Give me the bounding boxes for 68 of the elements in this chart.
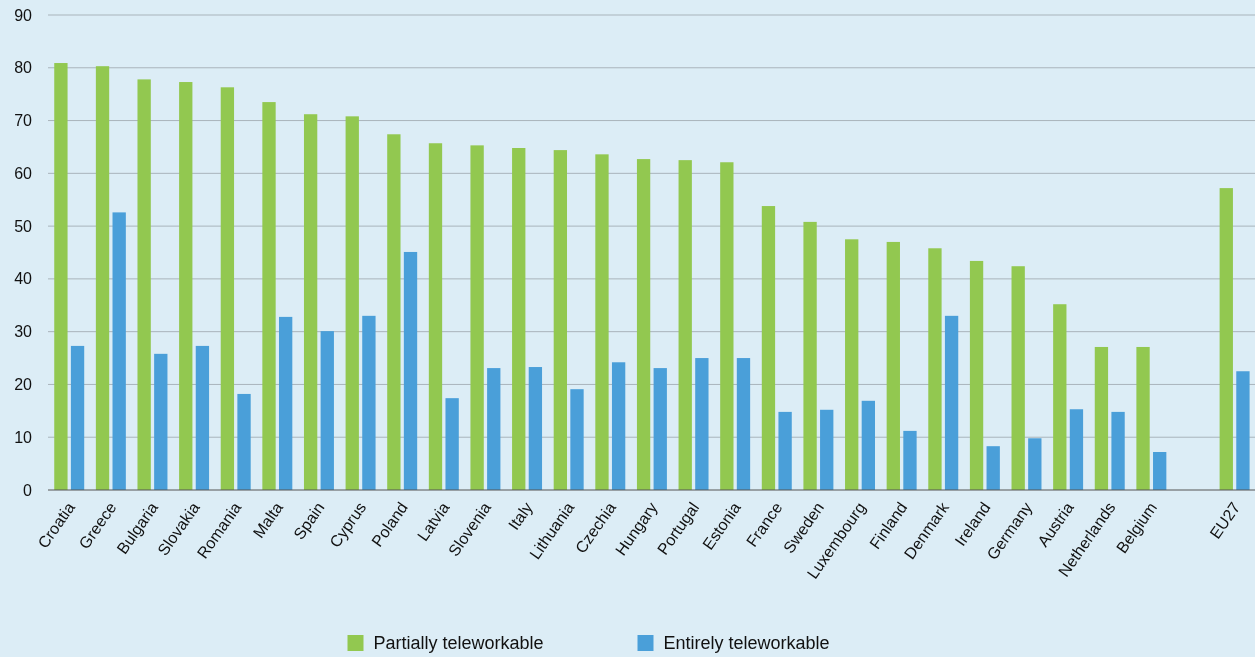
bar bbox=[1236, 371, 1250, 490]
bar bbox=[1219, 188, 1233, 490]
bar bbox=[803, 221, 817, 490]
bar bbox=[528, 367, 543, 490]
bar bbox=[653, 368, 667, 490]
bar bbox=[1153, 452, 1167, 490]
bar bbox=[820, 409, 834, 490]
bar bbox=[262, 102, 276, 490]
y-tick-label: 80 bbox=[14, 59, 33, 77]
bar bbox=[553, 150, 568, 490]
bar bbox=[636, 159, 651, 490]
bar bbox=[487, 368, 501, 490]
bar bbox=[778, 411, 792, 490]
bar bbox=[570, 389, 584, 490]
bar bbox=[112, 212, 126, 490]
bar bbox=[678, 160, 692, 490]
legend-label: Partially teleworkable bbox=[373, 633, 544, 654]
bar bbox=[195, 345, 210, 490]
y-tick-label: 90 bbox=[14, 6, 33, 24]
bar bbox=[1053, 304, 1067, 490]
y-tick-label: 30 bbox=[14, 323, 33, 341]
bar bbox=[1136, 346, 1150, 490]
bar bbox=[70, 345, 85, 490]
bar bbox=[237, 393, 251, 490]
bar bbox=[761, 206, 776, 490]
y-tick-label: 20 bbox=[14, 376, 33, 394]
bar bbox=[928, 248, 942, 490]
bar bbox=[1094, 346, 1109, 490]
bar bbox=[428, 143, 443, 490]
bar bbox=[969, 260, 984, 490]
bar bbox=[512, 148, 526, 490]
y-tick-label: 70 bbox=[14, 112, 33, 130]
y-tick-label: 40 bbox=[14, 270, 33, 288]
bar bbox=[1028, 438, 1042, 490]
bar bbox=[95, 66, 110, 490]
bar bbox=[445, 398, 459, 490]
y-tick-label: 10 bbox=[14, 428, 33, 446]
bar bbox=[903, 430, 917, 490]
bar bbox=[54, 63, 68, 490]
bar bbox=[345, 116, 359, 490]
bar bbox=[611, 362, 626, 490]
y-tick-label: 50 bbox=[14, 217, 33, 235]
bar bbox=[470, 145, 484, 490]
bar bbox=[137, 79, 151, 490]
bar bbox=[303, 114, 318, 490]
bar bbox=[736, 358, 751, 490]
bar bbox=[720, 162, 734, 490]
bar bbox=[279, 316, 293, 490]
bar bbox=[154, 353, 168, 490]
legend-label: Entirely teleworkable bbox=[663, 633, 830, 654]
y-tick-label: 0 bbox=[23, 481, 33, 499]
bar bbox=[1011, 266, 1025, 490]
bar bbox=[886, 241, 900, 490]
bar bbox=[220, 87, 235, 490]
bar bbox=[845, 239, 859, 490]
bar bbox=[362, 315, 376, 490]
bar bbox=[986, 446, 1000, 490]
bar bbox=[595, 154, 609, 490]
y-tick-label: 60 bbox=[14, 164, 33, 182]
bar bbox=[861, 400, 875, 490]
bar bbox=[1069, 409, 1084, 490]
bar bbox=[387, 134, 401, 490]
bar bbox=[1111, 411, 1125, 490]
bar bbox=[179, 82, 193, 490]
bar bbox=[320, 331, 334, 490]
bar bbox=[944, 315, 959, 490]
bar bbox=[403, 251, 418, 490]
bar bbox=[695, 358, 709, 490]
